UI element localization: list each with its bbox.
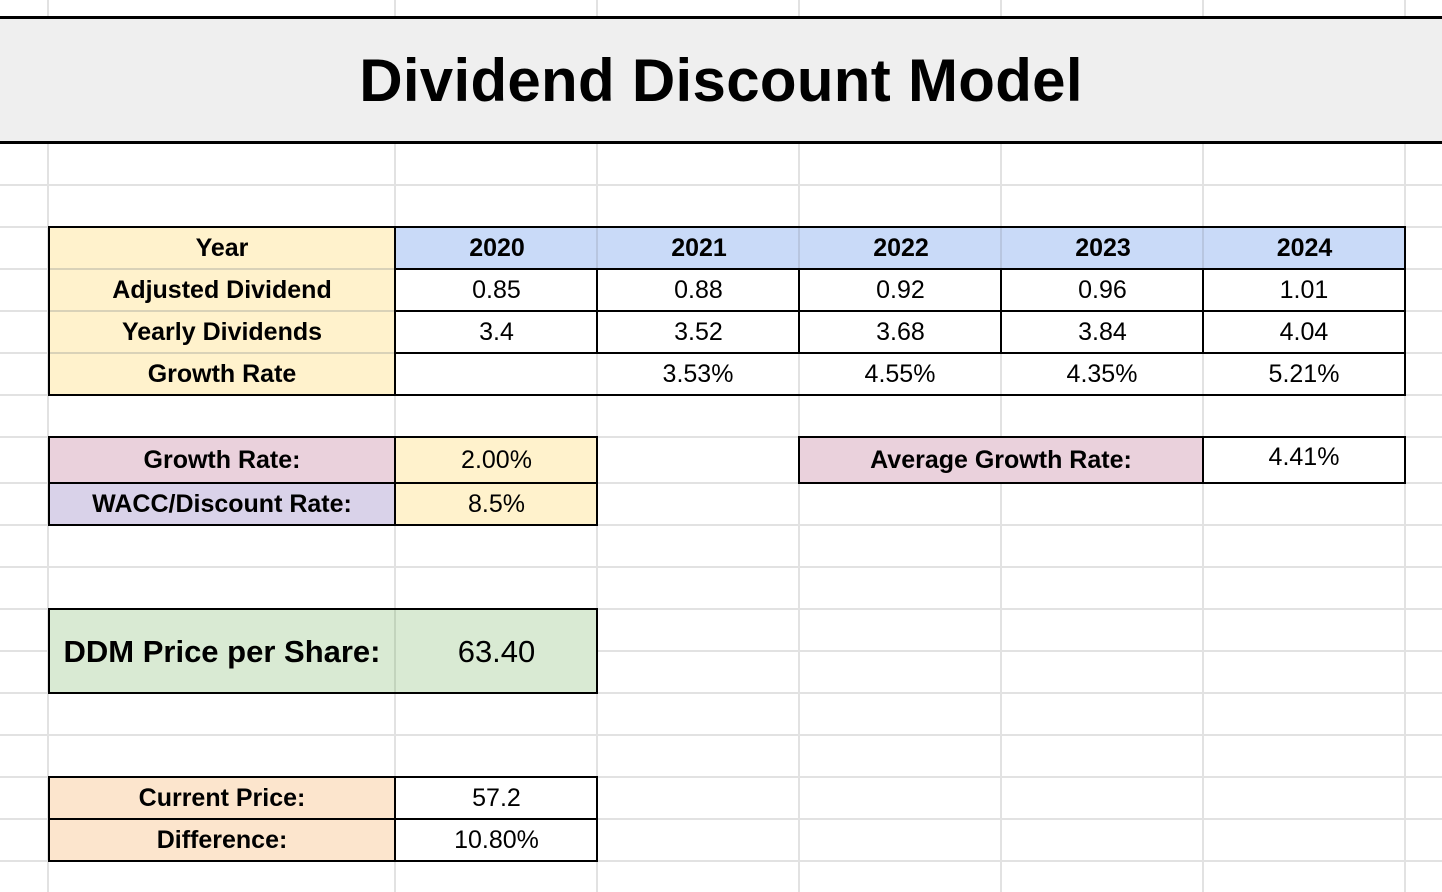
year-header-2021[interactable]: 2021 bbox=[598, 227, 800, 269]
year-header-2020[interactable]: 2020 bbox=[396, 227, 598, 269]
growth-rate-input-value[interactable]: 2.00% bbox=[396, 438, 597, 483]
inputs-border bbox=[48, 482, 598, 484]
title-cell[interactable]: Dividend Discount Model bbox=[0, 16, 1442, 144]
wacc-label[interactable]: WACC/Discount Rate: bbox=[49, 484, 395, 525]
cell-divider bbox=[1202, 227, 1204, 269]
growth-rate-2020[interactable] bbox=[396, 354, 596, 394]
cell-divider bbox=[798, 353, 800, 395]
grid-row-line bbox=[0, 608, 1442, 610]
table-border bbox=[394, 352, 1406, 354]
average-growth-border bbox=[1202, 436, 1204, 484]
adjusted-dividend-2023[interactable]: 0.96 bbox=[1002, 270, 1203, 311]
grid-row-line bbox=[0, 860, 1442, 862]
year-header-2023[interactable]: 2023 bbox=[1002, 227, 1204, 269]
cell-divider bbox=[49, 352, 395, 354]
grid-row-line bbox=[0, 650, 1442, 652]
adjusted-dividend-2024[interactable]: 1.01 bbox=[1204, 270, 1404, 311]
growth-rate-2023[interactable]: 4.35% bbox=[1002, 354, 1202, 394]
yearly-dividends-2024[interactable]: 4.04 bbox=[1204, 312, 1404, 353]
label-adjusted-dividend[interactable]: Adjusted Dividend bbox=[49, 269, 395, 311]
current-price-value[interactable]: 57.2 bbox=[396, 778, 597, 819]
yearly-dividends-2021[interactable]: 3.52 bbox=[598, 312, 799, 353]
growth-rate-input-label[interactable]: Growth Rate: bbox=[49, 438, 395, 483]
cell-divider bbox=[798, 227, 800, 269]
average-growth-value[interactable]: 4.41% bbox=[1204, 438, 1404, 481]
growth-rate-2021[interactable]: 3.53% bbox=[598, 354, 798, 394]
table-border bbox=[798, 268, 800, 354]
grid-row-line bbox=[0, 482, 1442, 484]
page-title: Dividend Discount Model bbox=[359, 46, 1083, 114]
grid-row-line bbox=[0, 692, 1442, 694]
ddm-price-value[interactable]: 63.40 bbox=[396, 610, 597, 693]
grid-row-line bbox=[0, 184, 1442, 186]
table-border bbox=[394, 310, 1406, 312]
difference-label[interactable]: Difference: bbox=[49, 820, 395, 861]
year-header-2022[interactable]: 2022 bbox=[800, 227, 1002, 269]
adjusted-dividend-2022[interactable]: 0.92 bbox=[800, 270, 1001, 311]
adjusted-dividend-2021[interactable]: 0.88 bbox=[598, 270, 799, 311]
yearly-dividends-2022[interactable]: 3.68 bbox=[800, 312, 1001, 353]
cell-divider bbox=[49, 310, 395, 312]
cell-divider bbox=[596, 353, 598, 395]
growth-rate-2024[interactable]: 5.21% bbox=[1204, 354, 1404, 394]
table-border bbox=[1202, 268, 1204, 354]
cell-divider bbox=[1000, 227, 1002, 269]
table-border bbox=[1000, 268, 1002, 354]
table-border bbox=[394, 268, 1406, 270]
grid-row-line bbox=[0, 566, 1442, 568]
cell-divider bbox=[1000, 353, 1002, 395]
cell-divider bbox=[596, 227, 598, 269]
cell-divider bbox=[394, 610, 396, 693]
label-growth-rate[interactable]: Growth Rate bbox=[49, 353, 395, 395]
yearly-dividends-2020[interactable]: 3.4 bbox=[396, 312, 597, 353]
label-year[interactable]: Year bbox=[49, 227, 395, 269]
year-header-2024[interactable]: 2024 bbox=[1204, 227, 1405, 269]
cell-divider bbox=[1202, 353, 1204, 395]
yearly-dividends-2023[interactable]: 3.84 bbox=[1002, 312, 1203, 353]
grid-row-line bbox=[0, 776, 1442, 778]
grid-row-line bbox=[0, 818, 1442, 820]
inputs-border bbox=[394, 436, 396, 526]
label-yearly-dividends[interactable]: Yearly Dividends bbox=[49, 311, 395, 353]
ddm-price-label[interactable]: DDM Price per Share: bbox=[49, 610, 395, 693]
wacc-value[interactable]: 8.5% bbox=[396, 484, 597, 525]
adjusted-dividend-2020[interactable]: 0.85 bbox=[396, 270, 597, 311]
current-price-label[interactable]: Current Price: bbox=[49, 778, 395, 819]
cell-divider bbox=[49, 268, 395, 270]
growth-rate-2022[interactable]: 4.55% bbox=[800, 354, 1000, 394]
average-growth-label[interactable]: Average Growth Rate: bbox=[800, 438, 1202, 483]
grid-row-line bbox=[0, 436, 1442, 438]
grid-row-line bbox=[0, 734, 1442, 736]
grid-row-line bbox=[0, 524, 1442, 526]
comparison-border bbox=[48, 818, 598, 820]
table-border bbox=[596, 268, 598, 354]
difference-value[interactable]: 10.80% bbox=[396, 820, 597, 861]
